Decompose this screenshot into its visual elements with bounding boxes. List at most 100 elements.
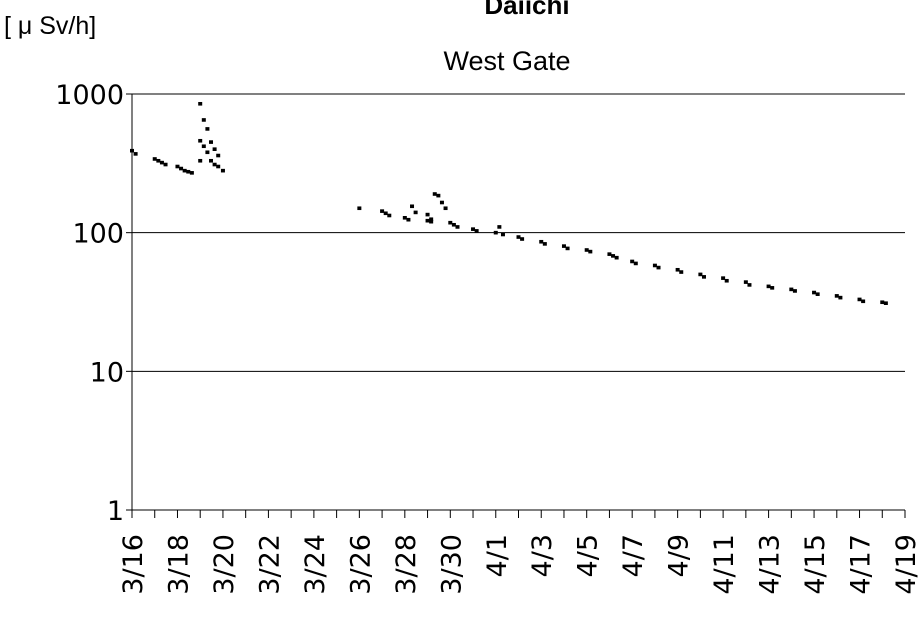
x-tick-label: 4/11 <box>709 534 740 595</box>
data-point <box>743 280 748 284</box>
data-point <box>607 252 612 256</box>
data-point <box>220 168 225 173</box>
data-point <box>724 278 729 283</box>
data-point <box>425 218 430 223</box>
data-point <box>455 225 460 229</box>
data-point <box>159 160 164 165</box>
data-point <box>516 235 521 239</box>
data-point <box>198 101 203 106</box>
data-point <box>380 209 385 213</box>
x-tick-label: 4/17 <box>846 534 877 595</box>
data-point <box>198 158 203 163</box>
y-tick-label: 100 <box>72 219 124 250</box>
data-point <box>812 290 817 295</box>
data-point <box>201 144 206 149</box>
data-point <box>883 301 888 305</box>
x-tick-label: 4/19 <box>891 534 922 595</box>
data-point <box>216 153 221 158</box>
data-point <box>766 284 771 289</box>
data-point <box>212 162 217 167</box>
data-point <box>429 219 434 224</box>
data-point <box>216 164 221 169</box>
data-point <box>701 275 706 279</box>
data-point <box>698 272 703 277</box>
data-point <box>410 204 415 209</box>
x-tick-label: 3/26 <box>345 534 376 595</box>
data-point <box>542 242 547 246</box>
x-tick-label: 3/22 <box>254 534 285 595</box>
data-point <box>152 157 157 161</box>
data-point <box>439 200 444 205</box>
data-point <box>679 270 684 274</box>
data-point <box>539 239 544 244</box>
data-point <box>857 297 862 302</box>
x-tick-label: 4/1 <box>482 534 513 577</box>
data-point <box>497 225 502 229</box>
data-point <box>721 276 726 280</box>
data-point <box>747 283 752 287</box>
data-point <box>493 230 498 235</box>
data-point <box>633 261 638 266</box>
x-tick-label: 3/16 <box>118 534 149 595</box>
x-tick-label: 4/3 <box>527 534 558 577</box>
data-point <box>815 292 820 296</box>
y-tick-label: 10 <box>90 357 124 388</box>
data-point <box>205 127 210 131</box>
data-point <box>443 206 448 211</box>
data-point <box>198 138 203 143</box>
data-point <box>425 212 430 217</box>
x-tick-label: 3/20 <box>209 534 240 595</box>
data-point <box>133 152 138 156</box>
data-point <box>675 267 680 272</box>
data-point <box>436 193 441 198</box>
data-point <box>561 244 566 248</box>
data-point <box>189 171 194 175</box>
data-point <box>406 217 411 222</box>
x-tick-label: 3/24 <box>300 534 331 595</box>
data-series <box>130 101 888 305</box>
data-point <box>163 162 168 167</box>
data-point <box>209 140 214 144</box>
data-point <box>611 254 616 258</box>
x-tick-labels: 3/16 3/18 3/20 3/22 3/24 3/26 3/28 3/30 4/1 4/3 4/… <box>118 534 922 595</box>
y-tick-labels: 1 10 100 1000 <box>55 80 124 527</box>
data-point <box>789 287 794 292</box>
y-axis-unit-label: [ μ Sv/h] <box>4 12 96 40</box>
x-tick-label: 4/5 <box>573 534 604 577</box>
data-point <box>656 265 661 270</box>
data-point <box>175 164 180 169</box>
data-point <box>156 158 161 163</box>
x-tick-label: 4/9 <box>664 534 695 577</box>
data-point <box>186 169 191 174</box>
x-tick-label: 4/13 <box>755 534 786 595</box>
data-point <box>130 148 134 153</box>
data-point <box>387 213 392 218</box>
data-point <box>861 299 866 304</box>
data-point <box>792 289 797 293</box>
data-point <box>432 192 437 196</box>
data-point <box>474 229 479 233</box>
data-point <box>357 206 362 211</box>
data-point <box>584 248 589 252</box>
x-tick-label: 3/28 <box>391 534 422 595</box>
data-point <box>413 210 418 215</box>
data-point <box>383 211 388 216</box>
data-point <box>451 222 456 227</box>
data-point <box>838 295 843 300</box>
y-tick-label: 1 <box>107 496 124 527</box>
data-point <box>182 168 187 173</box>
data-point <box>500 232 505 237</box>
x-tick-label: 3/30 <box>436 534 467 595</box>
data-point <box>880 300 885 305</box>
axes <box>126 93 906 518</box>
x-tick-label: 3/18 <box>163 534 194 595</box>
data-point <box>652 263 657 268</box>
data-point <box>588 249 593 254</box>
data-point <box>205 150 210 155</box>
chart-subtitle: West Gate <box>443 46 570 76</box>
data-point <box>201 118 206 122</box>
data-point <box>520 237 525 241</box>
data-point <box>179 166 184 171</box>
x-tick-label: 4/7 <box>618 534 649 577</box>
